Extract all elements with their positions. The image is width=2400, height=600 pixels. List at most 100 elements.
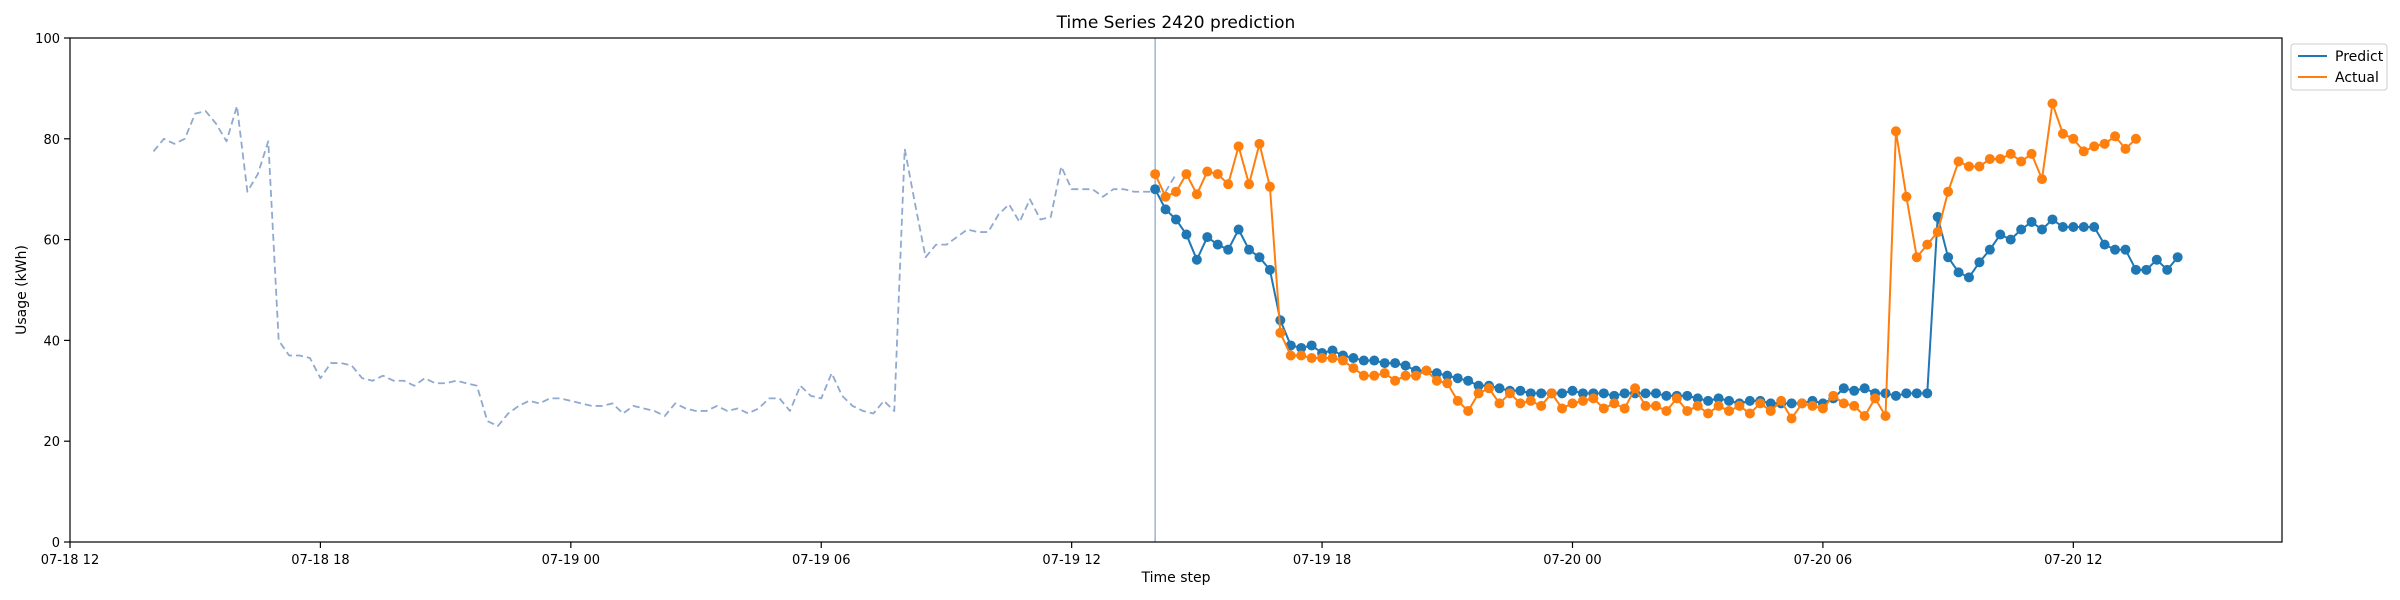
data-point-predict bbox=[1442, 370, 1453, 381]
data-point-predict bbox=[1525, 388, 1536, 399]
data-point-actual bbox=[2016, 156, 2027, 167]
data-point-predict bbox=[2037, 224, 2048, 235]
data-point-predict bbox=[1567, 385, 1578, 396]
data-point-actual bbox=[1598, 403, 1609, 414]
data-point-actual bbox=[1911, 252, 1922, 263]
data-point-predict bbox=[2130, 264, 2141, 275]
data-point-actual bbox=[1546, 388, 1557, 399]
data-point-actual bbox=[1692, 400, 1703, 411]
data-point-predict bbox=[1150, 184, 1161, 195]
plot-frame bbox=[69, 37, 2283, 543]
data-point-actual bbox=[1160, 191, 1171, 202]
x-tick-label: 07-18 12 bbox=[41, 553, 99, 568]
data-point-predict bbox=[1953, 267, 1964, 278]
data-point-actual bbox=[1797, 398, 1808, 409]
x-tick-label: 07-18 18 bbox=[291, 553, 349, 568]
data-point-actual bbox=[1254, 138, 1265, 149]
data-point-predict bbox=[2057, 222, 2068, 232]
data-point-predict bbox=[2016, 224, 2027, 235]
y-axis-label: Usage (kWh) bbox=[14, 245, 30, 335]
data-point-actual bbox=[1577, 395, 1588, 406]
data-point-actual bbox=[1609, 398, 1620, 409]
data-point-actual bbox=[1223, 179, 1234, 190]
data-point-actual bbox=[1379, 368, 1390, 379]
x-tick-label: 07-19 12 bbox=[1042, 553, 1100, 568]
data-point-actual bbox=[1410, 370, 1421, 381]
data-point-predict bbox=[1400, 360, 1411, 371]
data-point-actual bbox=[1588, 393, 1599, 404]
data-point-predict bbox=[1536, 388, 1547, 399]
data-point-actual bbox=[2120, 143, 2131, 154]
data-point-actual bbox=[1515, 398, 1526, 409]
data-point-predict bbox=[1911, 388, 1922, 399]
legend: Predict Actual bbox=[2290, 43, 2388, 91]
data-point-actual bbox=[2110, 131, 2121, 142]
data-point-predict bbox=[1640, 388, 1651, 399]
data-point-predict bbox=[1264, 264, 1275, 275]
data-point-actual bbox=[1943, 186, 1954, 197]
data-point-predict bbox=[1202, 232, 1213, 243]
data-point-predict bbox=[1974, 257, 1985, 268]
data-point-actual bbox=[1452, 395, 1463, 406]
data-point-predict bbox=[1724, 395, 1734, 406]
data-point-actual bbox=[1963, 161, 1974, 172]
data-point-predict bbox=[1327, 345, 1338, 356]
data-point-predict bbox=[1650, 388, 1661, 399]
data-point-actual bbox=[1296, 350, 1307, 361]
data-point-actual bbox=[1640, 400, 1651, 411]
data-point-predict bbox=[1859, 383, 1870, 394]
data-point-actual bbox=[1734, 400, 1745, 411]
data-point-actual bbox=[1567, 398, 1578, 409]
data-point-actual bbox=[1306, 353, 1317, 364]
data-point-actual bbox=[1650, 400, 1661, 411]
data-point-predict bbox=[1515, 385, 1526, 396]
data-point-predict bbox=[1692, 393, 1703, 404]
data-point-actual bbox=[1317, 353, 1328, 364]
data-point-predict bbox=[2141, 264, 2152, 275]
data-point-predict bbox=[1661, 390, 1672, 401]
legend-label-predict: Predict bbox=[2335, 49, 2384, 65]
data-point-actual bbox=[1150, 169, 1161, 180]
data-point-actual bbox=[2078, 146, 2089, 157]
data-point-actual bbox=[1776, 395, 1787, 406]
marks-layer bbox=[152, 38, 2183, 542]
data-point-predict bbox=[1963, 272, 1974, 283]
data-point-actual bbox=[1431, 375, 1442, 386]
data-point-predict bbox=[1463, 375, 1474, 386]
data-point-actual bbox=[2130, 133, 2141, 144]
data-point-predict bbox=[1212, 239, 1223, 250]
data-point-predict bbox=[1557, 388, 1568, 399]
data-point-actual bbox=[2047, 98, 2058, 109]
data-point-predict bbox=[1901, 388, 1912, 399]
data-point-predict bbox=[1849, 385, 1860, 396]
data-point-actual bbox=[1974, 161, 1985, 172]
data-point-actual bbox=[2057, 128, 2068, 139]
data-point-predict bbox=[1943, 252, 1954, 263]
data-point-predict bbox=[1577, 388, 1588, 399]
data-point-actual bbox=[1244, 179, 1255, 190]
data-point-actual bbox=[1724, 405, 1734, 416]
legend-label-actual: Actual bbox=[2335, 70, 2379, 86]
data-point-actual bbox=[1870, 393, 1881, 404]
data-point-actual bbox=[2068, 133, 2079, 144]
data-point-predict bbox=[1703, 395, 1714, 406]
data-point-predict bbox=[1682, 390, 1693, 401]
data-point-actual bbox=[1828, 390, 1839, 401]
data-point-actual bbox=[1744, 408, 1755, 419]
data-point-predict bbox=[1244, 244, 1255, 255]
data-point-predict bbox=[1473, 380, 1484, 391]
data-point-predict bbox=[1223, 244, 1234, 255]
data-point-actual bbox=[1807, 400, 1818, 411]
data-point-predict bbox=[1452, 373, 1463, 384]
data-point-actual bbox=[1202, 166, 1213, 177]
data-point-actual bbox=[1264, 181, 1275, 192]
data-point-predict bbox=[1296, 342, 1307, 353]
x-tick-label: 07-19 00 bbox=[542, 553, 600, 568]
data-point-actual bbox=[1630, 383, 1641, 394]
data-point-predict bbox=[1786, 398, 1797, 409]
data-point-predict bbox=[1713, 393, 1724, 404]
data-point-actual bbox=[2026, 148, 2037, 159]
data-point-actual bbox=[1442, 378, 1453, 389]
data-point-actual bbox=[1838, 398, 1849, 409]
data-point-actual bbox=[1786, 413, 1797, 424]
